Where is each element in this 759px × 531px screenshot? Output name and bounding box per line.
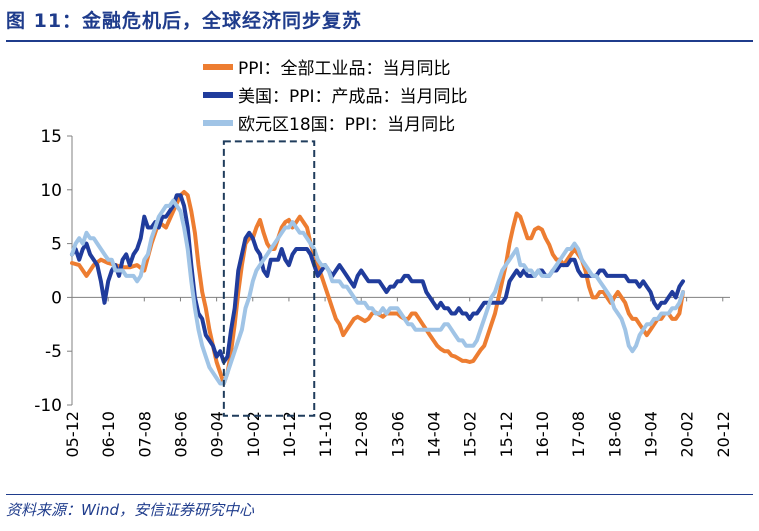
x-tick-label: 16-10: [533, 411, 552, 458]
x-tick-label: 13-06: [388, 411, 407, 458]
x-tick-label: 20-02: [678, 411, 697, 458]
legend-label-china: PPI：全部工业品：当月同比: [238, 59, 451, 79]
x-tick-label: 15-02: [461, 411, 480, 458]
highlight-box: [222, 140, 316, 417]
y-tick-label: 5: [51, 235, 62, 255]
legend-label-us: 美国：PPI：产成品：当月同比: [238, 87, 468, 107]
y-tick-label: -10: [34, 396, 62, 416]
x-tick-label: 18-06: [605, 411, 624, 458]
x-tick-label: 19-04: [641, 411, 660, 458]
title-divider: [6, 40, 753, 42]
source-note: 资料来源：Wind，安信证券研究中心: [6, 501, 255, 519]
y-tick-label: 10: [40, 181, 62, 201]
chart-axes: -10 -5 0 5 10 15 05-12 06-10 07-08 08-06 09-04 10-0…: [34, 127, 733, 458]
x-tick-label: 05-12: [63, 411, 82, 458]
x-tick-label: 14-04: [425, 411, 444, 458]
x-tick-label: 15-12: [497, 411, 516, 458]
y-tick-label: 0: [51, 288, 62, 308]
x-tick-label: 06-10: [99, 411, 118, 458]
x-tick-label: 10-02: [244, 411, 263, 458]
x-tick-label: 08-06: [171, 411, 190, 458]
x-tick-label: 12-08: [352, 411, 371, 458]
highlight-layer: [222, 140, 316, 417]
series-line-china: [70, 190, 685, 386]
x-tick-label: 09-04: [208, 411, 227, 458]
series-line-euro: [70, 198, 685, 386]
source-divider: [6, 494, 753, 495]
series-line-us: [70, 193, 685, 364]
x-tick-label: 20-12: [714, 411, 733, 458]
chart-series: [70, 190, 685, 386]
x-tick-label: 10-12: [280, 411, 299, 458]
x-tick-label: 17-08: [569, 411, 588, 458]
legend-label-euro: 欧元区18国：PPI：当月同比: [238, 115, 455, 135]
page-title: 图 11：金融危机后，全球经济同步复苏: [6, 10, 363, 32]
x-tick-label: 07-08: [135, 411, 154, 458]
chart-legend: PPI：全部工业品：当月同比 美国：PPI：产成品：当月同比 欧元区18国：PP…: [203, 59, 468, 135]
x-tick-label: 11-10: [316, 411, 335, 458]
y-tick-label: -5: [45, 342, 62, 362]
y-tick-label: 15: [40, 127, 62, 147]
